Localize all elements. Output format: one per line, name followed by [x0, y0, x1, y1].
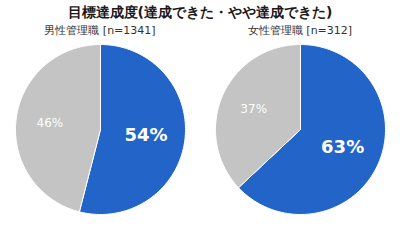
html-text:女性管理職 [n=312]: 女性管理職 [n=312] [247, 24, 353, 37]
html-text:男性管理職 [n=1341]: 男性管理職 [n=1341] [44, 24, 156, 37]
svg-text:46%: 46% [37, 116, 64, 130]
svg-text:54%: 54% [124, 124, 167, 145]
svg-text:63%: 63% [321, 136, 364, 157]
svg-text:37%: 37% [240, 102, 267, 116]
html-text:目標達成度(達成できた・やや達成できた): 目標達成度(達成できた・やや達成できた) [67, 4, 333, 20]
